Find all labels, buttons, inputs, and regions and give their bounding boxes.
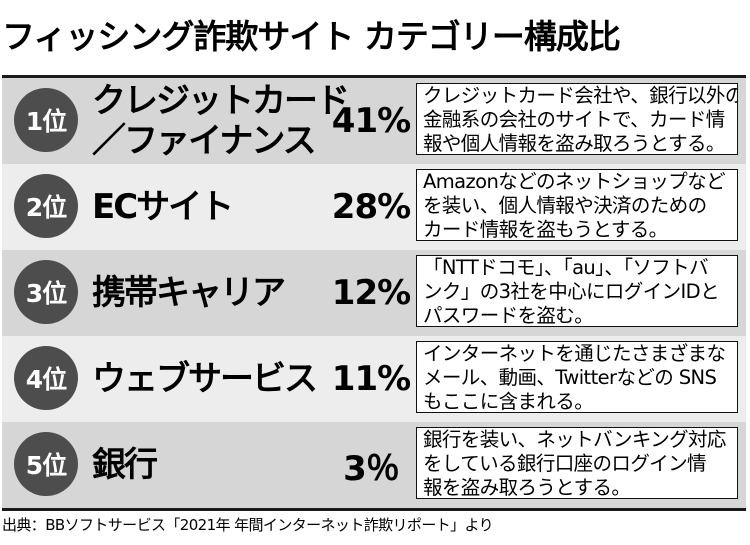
category-line: クレジットカード [92, 81, 350, 121]
description-line: 金融系の会社のサイトで、カード情 [423, 108, 725, 131]
percentage: 28% [331, 187, 411, 227]
category-line: 携帯キャリア [92, 273, 286, 313]
percentage: 41% [331, 101, 411, 141]
rank-badge: 4位 [14, 346, 78, 410]
description-line: 報を盗み取ろうとする。 [423, 476, 631, 499]
description-line: カード情報を盗もうとする。 [423, 218, 668, 241]
source-citation: 出典：BBソフトサービス「2021年 年間インターネット詐欺リポート」より [2, 516, 494, 534]
description-line: 報や個人情報を盗み取ろうとする。 [423, 132, 725, 155]
category-label: ウェブサービス [92, 336, 324, 422]
category-line: ECサイト [92, 187, 234, 227]
rank-badge: 5位 [14, 432, 78, 496]
description-line: メール、動画、Twitterなどの SNS [423, 366, 717, 389]
description-box: インターネットを通じたさまざまな メール、動画、Twitterなどの SNS も… [416, 341, 738, 413]
description-line: をしている銀行口座のログイン情 [423, 452, 707, 475]
description-line: インターネットを通じたさまざまな [423, 342, 726, 365]
ranking-table: 1位 クレジットカード ／ファイナンス 41% クレジットカード会社や、銀行以外… [2, 75, 746, 511]
category-line: ／ファイナンス [92, 121, 317, 161]
rank-badge: 3位 [14, 260, 78, 324]
percentage: 3％ [343, 448, 400, 489]
ranking-row-5: 5位 銀行 3％ 銀行を装い、ネットバンキング対応 をしている銀行口座のログイン… [2, 422, 746, 511]
description-line: を装い、個人情報や決済のための [423, 194, 707, 217]
description-line: ンク」の3社を中心にログインIDと [423, 280, 720, 303]
description-box: クレジットカード会社や、銀行以外の 金融系の会社のサイトで、カード情 報や個人情… [416, 83, 738, 155]
description-box: 「NTTドコモ」、「au」、「ソフトバ ンク」の3社を中心にログインIDと パス… [416, 255, 738, 327]
percentage: 12% [331, 273, 411, 313]
rank-badge: 2位 [14, 174, 78, 238]
page-title: フィッシング詐欺サイト カテゴリー構成比 [2, 17, 621, 56]
ranking-row-4: 4位 ウェブサービス 11% インターネットを通じたさまざまな メール、動画、T… [2, 336, 746, 425]
category-label: 銀行 [92, 422, 324, 508]
ranking-row-2: 2位 ECサイト 28% Amazonなどのネットショップなど を装い、個人情報… [2, 164, 746, 253]
category-label: 携帯キャリア [92, 250, 324, 336]
description-line: クレジットカード会社や、銀行以外の [423, 84, 738, 107]
category-label: ECサイト [92, 164, 324, 250]
description-line: 「NTTドコモ」、「au」、「ソフトバ [423, 256, 709, 279]
category-label: クレジットカード ／ファイナンス [92, 78, 350, 164]
category-line: ウェブサービス [92, 359, 318, 399]
description-line: もここに含まれる。 [423, 390, 594, 413]
description-box: Amazonなどのネットショップなど を装い、個人情報や決済のための カード情報… [416, 169, 738, 241]
description-box: 銀行を装い、ネットバンキング対応 をしている銀行口座のログイン情 報を盗み取ろう… [416, 427, 738, 499]
category-line: 銀行 [92, 445, 158, 485]
ranking-row-3: 3位 携帯キャリア 12% 「NTTドコモ」、「au」、「ソフトバ ンク」の3社… [2, 250, 746, 339]
description-line: Amazonなどのネットショップなど [423, 170, 726, 193]
rank-badge: 1位 [14, 88, 78, 152]
description-line: パスワードを盗む。 [423, 304, 594, 327]
description-line: 銀行を装い、ネットバンキング対応 [423, 428, 726, 451]
percentage: 11% [331, 359, 411, 399]
ranking-row-1: 1位 クレジットカード ／ファイナンス 41% クレジットカード会社や、銀行以外… [2, 78, 746, 167]
